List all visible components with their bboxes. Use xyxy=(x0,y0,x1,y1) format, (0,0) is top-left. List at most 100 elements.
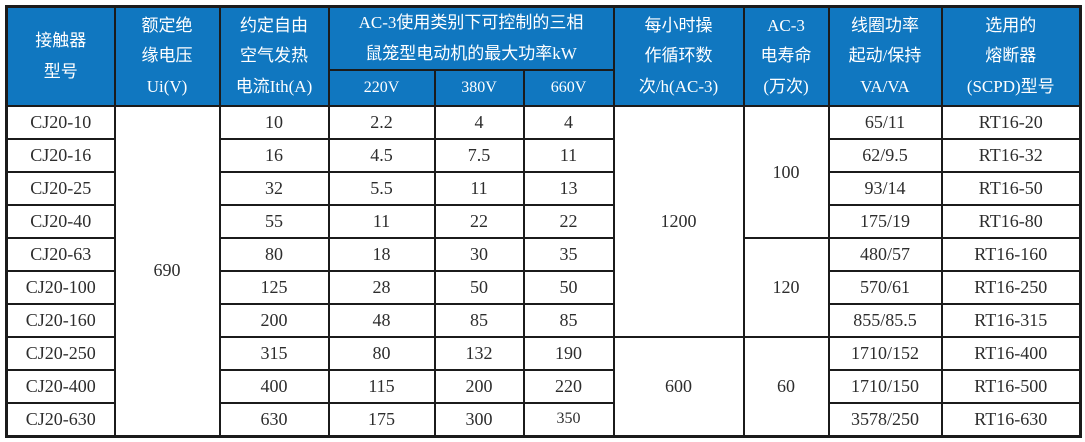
cell-power-220v: 28 xyxy=(327,270,436,306)
cell-power-220v: 80 xyxy=(327,336,436,372)
cell-power-660v: 220 xyxy=(522,369,615,405)
cell-power-660v: 50 xyxy=(522,270,615,306)
cell-life-merged-60: 60 xyxy=(742,336,830,438)
cell-power-660v: 85 xyxy=(522,303,615,339)
cell-power-220v: 11 xyxy=(327,204,436,240)
cell-model: CJ20-25 xyxy=(5,171,116,207)
cell-thermal-current: 315 xyxy=(218,336,330,372)
cell-coil-power: 65/11 xyxy=(827,105,943,141)
contactor-spec-table: 接触器 型号 额定绝 缘电压 Ui(V) 约定自由 空气发热 电流Ith(A) … xyxy=(5,5,1082,438)
cell-thermal-current: 16 xyxy=(218,138,330,174)
cell-fuse: RT16-20 xyxy=(940,105,1082,141)
cell-thermal-current: 80 xyxy=(218,237,330,273)
col-header-coil-power: 线圈功率 起动/保持 VA/VA xyxy=(827,5,943,108)
cell-coil-power: 3578/250 xyxy=(827,402,943,438)
cell-power-660v: 22 xyxy=(522,204,615,240)
table-row: CJ20-63 80 18 30 35 120 480/57 RT16-160 xyxy=(5,237,1082,339)
cell-model: CJ20-400 xyxy=(5,369,116,405)
cell-thermal-current: 32 xyxy=(218,171,330,207)
col-header-electrical-life: AC-3 电寿命 (万次) xyxy=(742,5,830,108)
cell-coil-power: 1710/152 xyxy=(827,336,943,372)
table-row: CJ20-160 200 48 85 85 855/85.5 RT16-315 xyxy=(5,303,1082,339)
header-row-2: 220V 380V 660V xyxy=(7,69,1081,108)
cell-thermal-current: 55 xyxy=(218,204,330,240)
cell-model: CJ20-40 xyxy=(5,204,116,240)
cell-thermal-current: 630 xyxy=(218,402,330,438)
cell-thermal-current: 400 xyxy=(218,369,330,405)
cell-model: CJ20-250 xyxy=(5,336,116,372)
cell-model: CJ20-630 xyxy=(5,402,116,438)
table-body: CJ20-10 690 10 2.2 4 4 1200 100 65/11 RT… xyxy=(5,105,1082,438)
col-header-model: 接触器 型号 xyxy=(5,5,116,108)
col-header-fuse: 选用的 熔断器 (SCPD)型号 xyxy=(940,5,1082,108)
cell-power-660v: 11 xyxy=(522,138,615,174)
cell-power-380v: 300 xyxy=(433,402,525,438)
table-row: CJ20-250 315 80 132 190 600 60 1710/152 … xyxy=(5,336,1082,438)
cell-power-380v: 50 xyxy=(433,270,525,306)
table-row: CJ20-10 690 10 2.2 4 4 1200 100 65/11 RT… xyxy=(5,105,1082,438)
col-header-cycles: 每小时操 作循环数 次/h(AC-3) xyxy=(612,5,745,108)
cell-thermal-current: 200 xyxy=(218,303,330,339)
col-header-thermal-current: 约定自由 空气发热 电流Ith(A) xyxy=(218,5,330,108)
cell-coil-power: 62/9.5 xyxy=(827,138,943,174)
cell-cycles-merged-1200: 1200 xyxy=(612,105,745,339)
cell-power-380v: 4 xyxy=(433,105,525,141)
cell-power-380v: 85 xyxy=(433,303,525,339)
cell-fuse: RT16-500 xyxy=(940,369,1082,405)
col-header-380v: 380V xyxy=(433,69,525,108)
cell-model: CJ20-16 xyxy=(5,138,116,174)
cell-life-merged-120: 120 xyxy=(742,237,830,339)
table-row: CJ20-25 32 5.5 11 13 93/14 RT16-50 xyxy=(5,171,1082,207)
cell-coil-power: 855/85.5 xyxy=(827,303,943,339)
table-row: CJ20-400 400 115 200 220 1710/150 RT16-5… xyxy=(5,369,1082,405)
cell-cycles-merged-600: 600 xyxy=(612,336,745,438)
cell-power-380v: 132 xyxy=(433,336,525,372)
table-row: CJ20-100 125 28 50 50 570/61 RT16-250 xyxy=(5,270,1082,306)
table-header: 接触器 型号 额定绝 缘电压 Ui(V) 约定自由 空气发热 电流Ith(A) … xyxy=(5,5,1082,108)
cell-coil-power: 93/14 xyxy=(827,171,943,207)
table-row: CJ20-630 630 175 300 350 3578/250 RT16-6… xyxy=(5,402,1082,438)
cell-fuse: RT16-160 xyxy=(940,237,1082,273)
cell-fuse: RT16-32 xyxy=(940,138,1082,174)
cell-fuse: RT16-80 xyxy=(940,204,1082,240)
cell-power-660v: 35 xyxy=(522,237,615,273)
cell-fuse: RT16-50 xyxy=(940,171,1082,207)
col-header-660v: 660V xyxy=(522,69,615,108)
cell-coil-power: 570/61 xyxy=(827,270,943,306)
cell-power-380v: 22 xyxy=(433,204,525,240)
cell-power-220v: 4.5 xyxy=(327,138,436,174)
cell-fuse: RT16-630 xyxy=(940,402,1082,438)
cell-power-660v: 350 xyxy=(522,402,615,438)
cell-fuse: RT16-250 xyxy=(940,270,1082,306)
cell-fuse: RT16-315 xyxy=(940,303,1082,339)
col-header-power-group: AC-3使用类别下可控制的三相 鼠笼型电动机的最大功率kW xyxy=(327,5,615,72)
cell-thermal-current: 125 xyxy=(218,270,330,306)
cell-power-660v: 190 xyxy=(522,336,615,372)
cell-model: CJ20-100 xyxy=(5,270,116,306)
col-header-220v: 220V xyxy=(327,69,436,108)
cell-power-220v: 18 xyxy=(327,237,436,273)
cell-model: CJ20-160 xyxy=(5,303,116,339)
cell-power-380v: 200 xyxy=(433,369,525,405)
cell-fuse: RT16-400 xyxy=(940,336,1082,372)
cell-power-220v: 2.2 xyxy=(327,105,436,141)
cell-power-380v: 7.5 xyxy=(433,138,525,174)
cell-power-380v: 11 xyxy=(433,171,525,207)
cell-power-220v: 175 xyxy=(327,402,436,438)
cell-insulation-voltage-merged: 690 xyxy=(113,105,221,438)
cell-power-220v: 115 xyxy=(327,369,436,405)
cell-model: CJ20-10 xyxy=(5,105,116,141)
cell-coil-power: 1710/150 xyxy=(827,369,943,405)
cell-life-merged-100: 100 xyxy=(742,105,830,240)
cell-power-380v: 30 xyxy=(433,237,525,273)
cell-power-660v: 4 xyxy=(522,105,615,141)
table-row: CJ20-40 55 11 22 22 175/19 RT16-80 xyxy=(5,204,1082,240)
col-header-insulation-voltage: 额定绝 缘电压 Ui(V) xyxy=(113,5,221,108)
cell-power-220v: 5.5 xyxy=(327,171,436,207)
cell-power-660v: 13 xyxy=(522,171,615,207)
cell-model: CJ20-63 xyxy=(5,237,116,273)
cell-power-220v: 48 xyxy=(327,303,436,339)
cell-thermal-current: 10 xyxy=(218,105,330,141)
cell-coil-power: 480/57 xyxy=(827,237,943,273)
